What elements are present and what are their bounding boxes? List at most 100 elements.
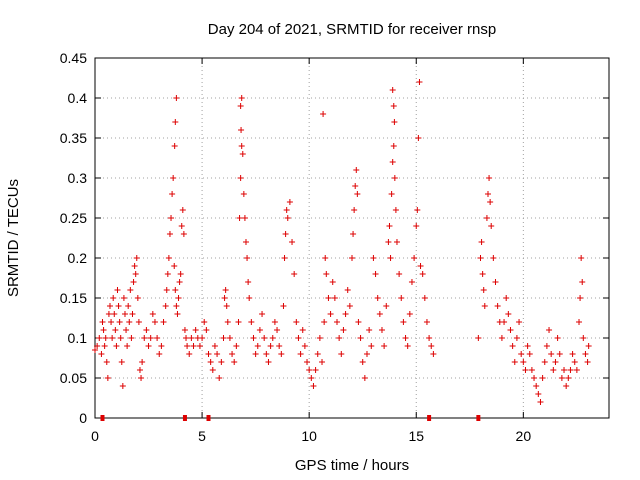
data-point (323, 271, 330, 277)
data-point (580, 335, 587, 341)
data-point (263, 351, 270, 357)
data-point (406, 311, 413, 317)
data-point (295, 335, 302, 341)
data-point (533, 383, 540, 389)
data-point (171, 143, 178, 149)
data-point (127, 287, 134, 293)
data-point (196, 343, 203, 349)
data-point (151, 319, 158, 325)
data-point (355, 319, 362, 325)
data-point (180, 231, 187, 237)
data-point (359, 359, 366, 365)
data-point (387, 255, 394, 261)
data-point (179, 207, 186, 213)
data-point (411, 255, 418, 261)
data-point (479, 271, 486, 277)
data-point (131, 263, 138, 269)
data-point (188, 335, 195, 341)
data-point (430, 351, 437, 357)
data-point (117, 335, 124, 341)
data-point (386, 223, 393, 229)
data-point (535, 391, 542, 397)
data-point (428, 343, 435, 349)
data-point (363, 351, 370, 357)
data-point (488, 223, 495, 229)
data-point (118, 359, 125, 365)
data-point (484, 191, 491, 197)
data-point (578, 255, 585, 261)
zero-marker (206, 415, 211, 421)
data-point (320, 111, 327, 117)
data-point (494, 303, 501, 309)
data-point (423, 319, 430, 325)
data-point (154, 335, 161, 341)
data-point (297, 351, 304, 357)
data-point (190, 343, 197, 349)
data-point (226, 335, 233, 341)
data-point (209, 367, 216, 373)
data-point (490, 255, 497, 261)
data-point (100, 327, 107, 333)
zero-marker (427, 415, 432, 421)
data-point (414, 207, 421, 213)
data-point (310, 383, 317, 389)
data-point (351, 207, 358, 213)
data-point (276, 343, 283, 349)
data-point (126, 319, 133, 325)
data-point (176, 279, 183, 285)
data-point (513, 335, 520, 341)
data-point (223, 303, 230, 309)
zero-markers (100, 415, 481, 421)
data-point (205, 351, 212, 357)
data-point (136, 367, 143, 373)
data-point (211, 343, 218, 349)
data-point (98, 351, 105, 357)
data-point (306, 367, 313, 373)
data-point (92, 347, 98, 353)
data-point (261, 335, 268, 341)
data-point (123, 327, 130, 333)
data-point (147, 335, 154, 341)
data-point (94, 343, 101, 349)
data-point (569, 351, 576, 357)
data-point (168, 215, 175, 221)
data-point (238, 95, 245, 101)
data-point (99, 319, 106, 325)
data-point (133, 255, 140, 261)
data-point (319, 359, 326, 365)
data-point (361, 375, 368, 381)
data-point (316, 335, 323, 341)
data-point (239, 151, 246, 157)
data-point (498, 335, 505, 341)
data-point (145, 343, 152, 349)
data-point (274, 327, 281, 333)
data-point (103, 359, 110, 365)
data-point (119, 383, 126, 389)
data-point (554, 335, 561, 341)
data-point (293, 319, 300, 325)
data-point (505, 311, 512, 317)
data-point (520, 359, 527, 365)
y-tick-labels: 0 0.05 0.1 0.15 0.2 0.25 0.3 0.35 0.4 0.45 (60, 50, 87, 426)
data-point (183, 335, 190, 341)
data-point (571, 359, 578, 365)
x-tick-label: 15 (408, 428, 424, 444)
data-point (128, 335, 135, 341)
data-point (421, 295, 428, 301)
data-point (254, 343, 261, 349)
data-point (283, 207, 290, 213)
data-point (164, 271, 171, 277)
data-point (372, 271, 379, 277)
data-point (238, 127, 245, 133)
y-tick-label: 0.35 (60, 130, 87, 146)
data-point (286, 199, 293, 205)
data-point (242, 239, 249, 245)
data-point (357, 335, 364, 341)
data-point (577, 295, 584, 301)
data-point (173, 303, 180, 309)
data-point (132, 271, 139, 277)
data-point (413, 223, 420, 229)
data-point (582, 351, 589, 357)
data-point (269, 335, 276, 341)
data-point (584, 359, 591, 365)
